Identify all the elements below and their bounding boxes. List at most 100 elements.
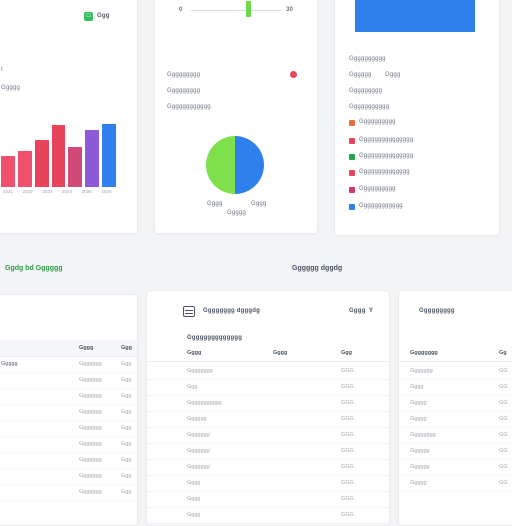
cell: GGG: [341, 496, 354, 502]
pie-label-left: Gggg: [207, 201, 223, 207]
table-row[interactable]: Ggggggg Ggg: [0, 436, 137, 453]
cell: Gggggg: [410, 448, 430, 454]
table-row[interactable]: Ggg GGG: [147, 379, 389, 396]
pie-slice-blue: [235, 136, 264, 194]
cell: Ggg: [121, 377, 132, 383]
col-header: Ggg: [121, 345, 132, 351]
table-row[interactable]: Ggggggg GGG: [147, 443, 389, 460]
preview-banner: [355, 0, 475, 32]
cell: Ggggggg: [187, 432, 210, 438]
table-row[interactable]: Ggggggggggg GGG: [147, 395, 389, 412]
cell: GGG: [341, 384, 354, 390]
table-left: Gggg Ggg Ggggg Ggggggg Ggg Ggggggg Ggg Gggg…: [0, 294, 138, 526]
cell: Ggggggg: [79, 409, 102, 415]
table-row[interactable]: Ggggg GG: [399, 395, 512, 412]
check-icon[interactable]: [349, 138, 355, 144]
details-card: Gggggggggg Gggggg Gggg Ggggggggg Ggggggg…: [334, 0, 500, 236]
cell: Ggggggg: [187, 448, 210, 454]
table-row[interactable]: Ggggggg Ggg: [0, 484, 137, 501]
cell: Ggggg: [410, 400, 427, 406]
pie-slice-green: [206, 136, 235, 194]
cell: Ggggg: [1, 361, 18, 367]
table-row[interactable]: Ggggg GG: [399, 475, 512, 492]
col-header: Gggg: [273, 350, 288, 356]
bar-5: [68, 146, 83, 187]
detail-row-2-value: Gggg: [385, 72, 401, 78]
check-icon[interactable]: [349, 154, 355, 160]
table-row[interactable]: Ggggggg GGG: [147, 459, 389, 476]
check-icon[interactable]: [349, 120, 355, 126]
bar-2: [17, 151, 32, 187]
cell: Gggggggg: [410, 432, 436, 438]
table-row[interactable]: Gggg GGG: [147, 507, 389, 524]
check-label: Gggggggggg: [359, 186, 396, 192]
cell: GG: [499, 432, 508, 438]
section-title-mid: Gggggg dggdg: [292, 265, 343, 272]
cell: Ggggggg: [79, 425, 102, 431]
check-icon[interactable]: [349, 187, 355, 193]
table-row[interactable]: Gggggggg GG: [399, 427, 512, 444]
cell: GG: [499, 368, 508, 374]
check-icon[interactable]: [349, 204, 355, 210]
control-row-3: Gggggggggggg: [167, 104, 211, 110]
tick-label: 2025: [81, 189, 92, 194]
bar-4: [51, 125, 66, 187]
table-row[interactable]: Ggggggg Ggg: [0, 452, 137, 469]
table-row[interactable]: Ggggggg GG: [399, 363, 512, 380]
tick-label: 2023: [42, 189, 53, 194]
detail-row-4: Ggggggggggg: [349, 104, 390, 110]
table-row[interactable]: Gggg GGG: [147, 475, 389, 492]
table-row[interactable]: Ggggggg Ggg: [0, 388, 137, 405]
cell: Ggggggg: [79, 473, 102, 479]
table-row[interactable]: Gggggg GGG: [147, 411, 389, 428]
table-row[interactable]: Ggggggg Ggg: [0, 420, 137, 437]
check-label: Ggggggggggggggg: [359, 137, 414, 143]
check-icon[interactable]: [349, 170, 355, 176]
control-row-2: Ggggggggg: [167, 88, 201, 94]
table-action[interactable]: Gggg: [349, 308, 366, 314]
table-row[interactable]: Gggggg GG: [399, 443, 512, 460]
bar-6: [85, 130, 100, 187]
col-header: Gg: [499, 350, 507, 356]
check-label: Gggggggggggg: [359, 203, 403, 209]
cell: Ggg: [121, 425, 132, 431]
cell: GGG: [341, 464, 354, 470]
pie-label-right: Gggg: [251, 201, 267, 207]
cell: GGG: [341, 416, 354, 422]
table-header: Gggg Ggg: [0, 340, 137, 357]
table-header: Gggggggg Gg: [399, 345, 512, 362]
red-dot[interactable]: [290, 71, 297, 78]
pie-chart: [206, 136, 264, 194]
cell: GG: [499, 464, 508, 470]
table-row[interactable]: Gggggg GG: [399, 459, 512, 476]
table-row[interactable]: Ggggggg GGG: [147, 427, 389, 444]
table-row[interactable]: Ggggggg Ggg: [0, 404, 137, 421]
cell: GG: [499, 448, 508, 454]
table-row[interactable]: Ggggg GG: [399, 411, 512, 428]
bar-3: [34, 139, 49, 187]
table-row[interactable]: Ggggg Ggggggg Ggg: [0, 356, 137, 373]
overview-card: ☐ Ggg I Ggggg 2021 2022 2023 2024 2025 2026: [0, 0, 138, 234]
table-row[interactable]: Gggggggg GGG: [147, 363, 389, 380]
table-row[interactable]: Gggg GG: [399, 379, 512, 396]
table-row[interactable]: Ggggggg Ggg: [0, 372, 137, 389]
slider-track[interactable]: [191, 10, 281, 11]
table-row[interactable]: Gggg GGG: [147, 491, 389, 508]
bar-chart: [1, 115, 119, 187]
cell: Ggggggg: [79, 377, 102, 383]
tick-label: 2021: [3, 189, 14, 194]
cell: GG: [499, 480, 508, 486]
table-row[interactable]: Ggggggg Ggg: [0, 468, 137, 485]
controls-card: 0 30 Ggggggggg Ggggggggg Gggggggggggg Gg…: [154, 0, 318, 234]
cell: Ggggggg: [187, 464, 210, 470]
table-mid: Gggggggg dgggdg Gggg Y Gggggggggggggg Gg…: [146, 290, 390, 526]
table-subtitle: Gggggggggggggg: [187, 335, 243, 341]
slider-handle[interactable]: [246, 1, 251, 17]
cell: Ggggggggggg: [187, 400, 222, 406]
cell: Gggggg: [410, 464, 430, 470]
detail-row-1: Gggggggggg: [349, 56, 386, 62]
filter-icon[interactable]: Y: [369, 308, 374, 314]
cell: Ggg: [121, 441, 132, 447]
detail-row-3: Ggggggggg: [349, 88, 383, 94]
cell: Ggggggg: [79, 441, 102, 447]
